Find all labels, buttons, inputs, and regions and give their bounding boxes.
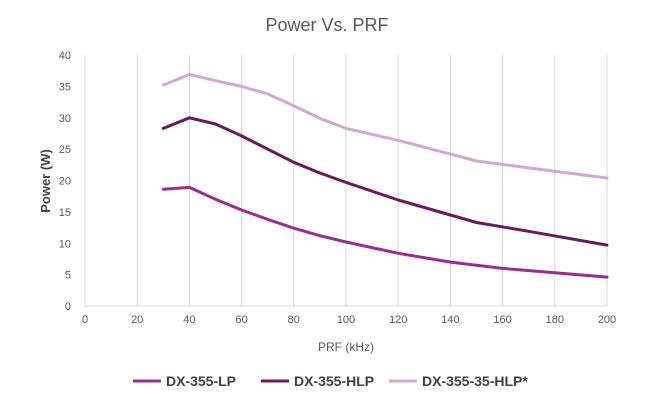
x-tick-label: 140 xyxy=(441,314,459,326)
x-tick-label: 200 xyxy=(598,314,616,326)
x-tick-label: 180 xyxy=(546,314,564,326)
legend-label: DX-355-35-HLP* xyxy=(422,373,528,389)
y-tick-label: 15 xyxy=(59,207,71,219)
x-tick-label: 0 xyxy=(82,314,88,326)
x-axis-label: PRF (kHz) xyxy=(318,340,374,354)
x-tick-label: 80 xyxy=(288,314,300,326)
y-tick-label: 0 xyxy=(65,301,71,313)
grid-lines xyxy=(84,55,608,306)
series-line-dx-355-lp xyxy=(161,185,609,279)
series-lines xyxy=(161,73,609,279)
y-tick-label: 5 xyxy=(65,270,71,282)
chart-title: Power Vs. PRF xyxy=(265,15,388,35)
y-tick-label: 30 xyxy=(59,113,71,125)
y-tick-label: 20 xyxy=(59,176,71,188)
legend-label: DX-355-HLP xyxy=(294,373,374,389)
y-tick-label: 25 xyxy=(59,144,71,156)
x-tick-label: 100 xyxy=(337,314,355,326)
legend-label: DX-355-LP xyxy=(166,373,236,389)
y-tick-label: 10 xyxy=(59,238,71,250)
axes: 0 20 40 60 80 100 120 140 160 180 200 0 5 10 15 20 25 30 3… xyxy=(59,50,616,326)
y-tick-label: 40 xyxy=(59,50,71,62)
series-line-dx-355-hlp xyxy=(161,116,609,247)
x-tick-label: 60 xyxy=(235,314,247,326)
y-tick-label: 35 xyxy=(59,81,71,93)
series-line-dx-355-35-hlp xyxy=(161,73,609,180)
x-tick-label: 40 xyxy=(183,314,195,326)
x-tick-label: 20 xyxy=(131,314,143,326)
y-axis-label: Power (W) xyxy=(38,149,53,213)
legend: DX-355-LP DX-355-HLP DX-355-35-HLP* xyxy=(133,373,528,389)
x-tick-label: 160 xyxy=(493,314,511,326)
x-tick-label: 120 xyxy=(389,314,407,326)
